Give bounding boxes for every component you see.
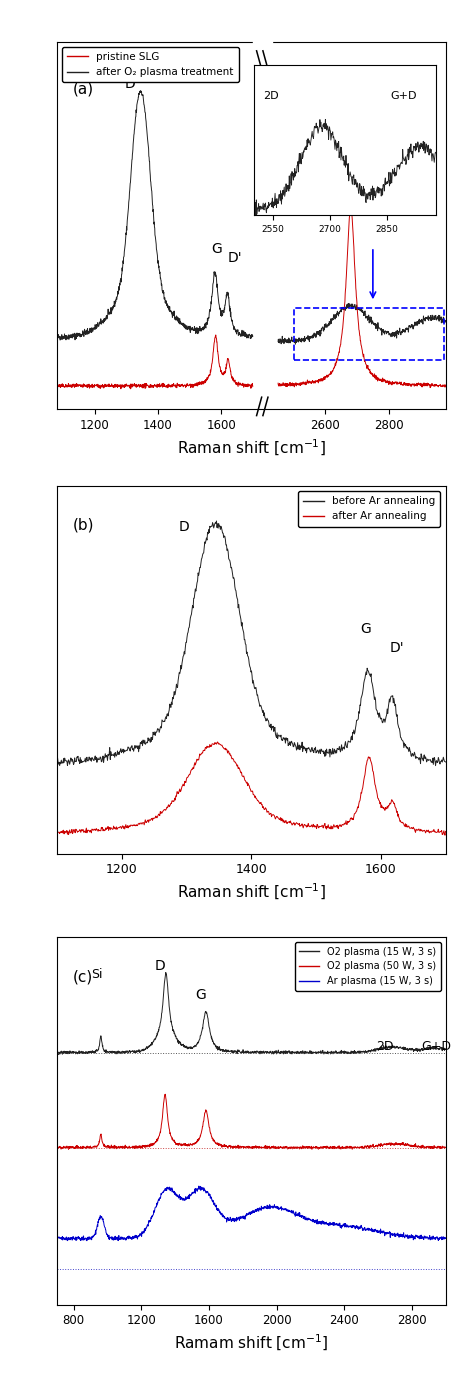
Text: D: D xyxy=(125,76,136,90)
Text: D: D xyxy=(155,959,165,973)
Text: G+D: G+D xyxy=(421,1040,451,1052)
X-axis label: Raman shift [cm$^{-1}$]: Raman shift [cm$^{-1}$] xyxy=(177,437,326,458)
Text: G: G xyxy=(195,988,206,1002)
Text: 2D: 2D xyxy=(338,86,357,100)
Text: D: D xyxy=(179,519,190,533)
X-axis label: Raman shift [cm$^{-1}$]: Raman shift [cm$^{-1}$] xyxy=(177,881,326,902)
Text: D': D' xyxy=(228,251,242,265)
Legend: pristine SLG, after O₂ plasma treatment: pristine SLG, after O₂ plasma treatment xyxy=(62,47,239,82)
Text: (b): (b) xyxy=(73,518,94,533)
Text: 2D: 2D xyxy=(376,1040,394,1052)
Legend: before Ar annealing, after Ar annealing: before Ar annealing, after Ar annealing xyxy=(298,491,440,526)
Text: Si: Si xyxy=(91,969,102,981)
Text: 2D: 2D xyxy=(263,92,279,101)
Text: D': D' xyxy=(390,641,404,655)
X-axis label: Ramam shift [cm$^{-1}$]: Ramam shift [cm$^{-1}$] xyxy=(174,1332,328,1353)
Legend: O2 plasma (15 W, 3 s), O2 plasma (50 W, 3 s), Ar plasma (15 W, 3 s): O2 plasma (15 W, 3 s), O2 plasma (50 W, … xyxy=(295,942,441,991)
Text: (a): (a) xyxy=(73,81,93,96)
Text: G: G xyxy=(360,622,371,636)
Bar xyxy=(294,308,444,361)
Text: G+D: G+D xyxy=(391,92,417,101)
Bar xyxy=(253,31,272,53)
Text: G: G xyxy=(211,242,222,257)
Text: (c): (c) xyxy=(73,969,93,984)
